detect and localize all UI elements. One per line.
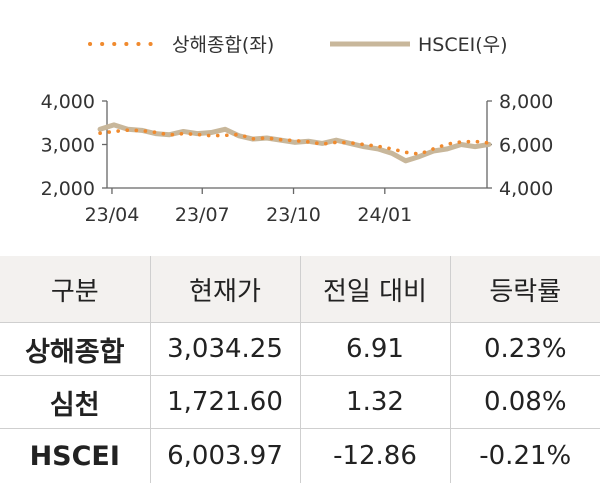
row-label: HSCEI	[0, 429, 150, 483]
quote-table: 구분 현재가 전일 대비 등락률 상해종합 3,034.25 6.91 0.23…	[0, 256, 600, 483]
x-tick-label: 23/04	[85, 204, 140, 226]
cell-current-price: 3,034.25	[150, 323, 300, 376]
table-header-row: 구분 현재가 전일 대비 등락률	[0, 256, 600, 323]
cell-change: 1.32	[300, 376, 450, 429]
legend-label-hscei: HSCEI(우)	[418, 34, 508, 56]
cell-change: 6.91	[300, 323, 450, 376]
y-right-tick-label: 4,000	[499, 178, 553, 200]
y-left-tick-label: 4,000	[41, 91, 95, 113]
row-label: 심천	[0, 376, 150, 429]
y-right-tick-label: 8,000	[499, 91, 553, 113]
header-current-price: 현재가	[150, 256, 300, 323]
cell-current-price: 6,003.97	[150, 429, 300, 483]
cell-change-rate: -0.21%	[450, 429, 600, 483]
table-row: 심천 1,721.60 1.32 0.08%	[0, 376, 600, 429]
series-line-hscei	[100, 125, 489, 161]
row-label: 상해종합	[0, 323, 150, 376]
quote-table-container: 구분 현재가 전일 대비 등락률 상해종합 3,034.25 6.91 0.23…	[0, 256, 600, 483]
y-left-tick-label: 3,000	[41, 135, 95, 157]
cell-current-price: 1,721.60	[150, 376, 300, 429]
y-right-tick-label: 6,000	[499, 135, 553, 157]
cell-change-rate: 0.23%	[450, 323, 600, 376]
header-category: 구분	[0, 256, 150, 323]
x-tick-label: 23/10	[266, 204, 321, 226]
x-tick-label: 23/07	[175, 204, 230, 226]
cell-change-rate: 0.08%	[450, 376, 600, 429]
axes: 2,000 3,000 4,000 4,000 6,000 8,000 23/04 23/07…	[41, 91, 554, 226]
legend-label-shanghai: 상해종합(좌)	[172, 34, 274, 56]
table-row: HSCEI 6,003.97 -12.86 -0.21%	[0, 429, 600, 483]
x-tick-label: 24/01	[357, 204, 412, 226]
legend: 상해종합(좌) HSCEI(우)	[90, 34, 508, 56]
header-change-rate: 등락률	[450, 256, 600, 323]
header-change: 전일 대비	[300, 256, 450, 323]
cell-change: -12.86	[300, 429, 450, 483]
table-row: 상해종합 3,034.25 6.91 0.23%	[0, 323, 600, 376]
chart: 상해종합(좌) HSCEI(우) 2,000 3,000 4,000 4,000 6,00…	[0, 0, 600, 256]
y-left-tick-label: 2,000	[41, 178, 95, 200]
series-layer	[100, 125, 489, 161]
